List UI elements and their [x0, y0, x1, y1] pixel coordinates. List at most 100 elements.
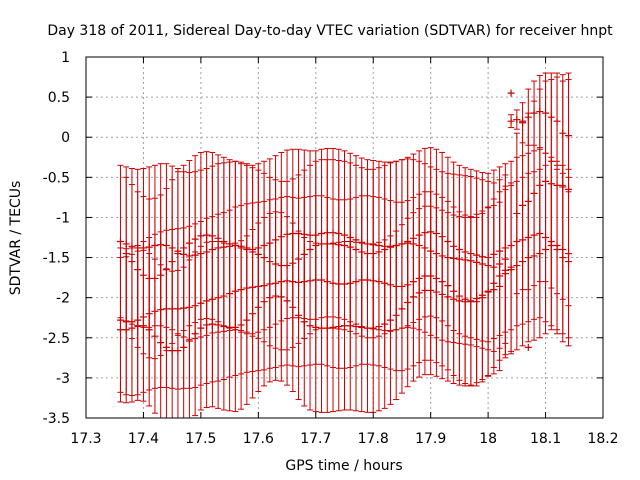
data-point	[461, 298, 469, 306]
data-point	[547, 242, 555, 250]
data-point	[346, 279, 354, 287]
data-point	[427, 247, 435, 255]
data-point	[565, 258, 573, 266]
data-point	[306, 246, 314, 254]
data-point	[409, 293, 417, 301]
data-point	[432, 274, 440, 282]
x-tick-label: 17.4	[128, 431, 159, 447]
data-point	[254, 250, 262, 258]
data-point	[553, 117, 561, 125]
data-point	[116, 238, 124, 246]
data-point	[157, 306, 165, 314]
data-point	[300, 250, 308, 258]
data-point	[139, 313, 147, 321]
data-point	[346, 322, 354, 330]
data-point	[185, 303, 193, 311]
data-point	[157, 241, 165, 249]
data-point	[432, 229, 440, 237]
data-point	[392, 242, 400, 250]
data-point	[346, 243, 354, 251]
data-point	[203, 248, 211, 256]
data-point	[392, 311, 400, 319]
data-point	[162, 266, 170, 274]
data-point	[398, 240, 406, 248]
data-point	[168, 258, 176, 266]
data-point	[243, 246, 251, 254]
data-point	[300, 230, 308, 238]
data-point	[490, 263, 498, 271]
data-point	[524, 254, 532, 262]
data-point	[369, 324, 377, 332]
data-point	[272, 236, 280, 244]
data-point	[191, 251, 199, 259]
data-point	[565, 132, 573, 140]
data-point	[363, 240, 371, 248]
data-point	[444, 254, 452, 262]
data-point	[231, 323, 239, 331]
data-point	[231, 242, 239, 250]
data-point	[542, 177, 550, 185]
data-point	[467, 257, 475, 265]
data-point	[530, 189, 538, 197]
data-point	[478, 260, 486, 268]
data-point	[375, 323, 383, 331]
data-point	[323, 324, 331, 332]
data-point	[404, 281, 412, 289]
data-point	[128, 324, 136, 332]
data-point	[116, 316, 124, 324]
y-tick-label: 1	[61, 50, 70, 66]
data-point	[513, 116, 521, 124]
data-point	[180, 343, 188, 351]
data-point	[139, 271, 147, 279]
data-point	[386, 316, 394, 324]
data-point	[513, 238, 521, 246]
data-point	[427, 228, 435, 236]
data-point	[530, 109, 538, 117]
data-point	[427, 272, 435, 280]
data-point	[180, 304, 188, 312]
data-point	[139, 244, 147, 252]
data-point	[559, 183, 567, 191]
data-point	[473, 251, 481, 259]
data-point	[490, 286, 498, 294]
data-point	[501, 244, 509, 252]
data-point	[444, 282, 452, 290]
y-tick-label: -1	[56, 210, 70, 226]
data-point	[450, 254, 458, 262]
x-tick-label: 18.1	[530, 431, 561, 447]
data-point	[220, 238, 228, 246]
data-point	[266, 239, 274, 247]
data-point	[450, 295, 458, 303]
data-point	[312, 231, 320, 239]
data-point	[565, 185, 573, 193]
data-point	[513, 262, 521, 270]
data-point	[375, 242, 383, 250]
data-point	[197, 299, 205, 307]
data-point	[478, 253, 486, 261]
y-tick-label: -3	[56, 371, 70, 387]
data-point	[559, 254, 567, 262]
data-point	[329, 240, 337, 248]
data-point	[409, 240, 417, 248]
data-point	[312, 323, 320, 331]
data-point	[145, 326, 153, 334]
data-point	[507, 89, 515, 97]
data-point	[122, 250, 130, 258]
data-point	[208, 295, 216, 303]
data-point	[542, 234, 550, 241]
data-point	[438, 233, 446, 241]
data-point	[409, 278, 417, 286]
data-point	[237, 321, 245, 329]
data-point	[335, 241, 343, 249]
axes: 17.3 17.4 17.5 17.6 17.7 17.8 17.9 18 18.1 18.2 -3…	[43, 50, 619, 447]
data-point	[191, 302, 199, 310]
y-tick-label: -2	[56, 291, 70, 307]
x-tick-label: 17.5	[185, 431, 216, 447]
data-point	[214, 321, 222, 329]
data-point	[151, 242, 159, 250]
data-point	[369, 241, 377, 249]
data-point	[151, 307, 159, 315]
data-point	[300, 278, 308, 286]
data-point	[318, 276, 326, 284]
x-tick-label: 17.7	[300, 431, 331, 447]
